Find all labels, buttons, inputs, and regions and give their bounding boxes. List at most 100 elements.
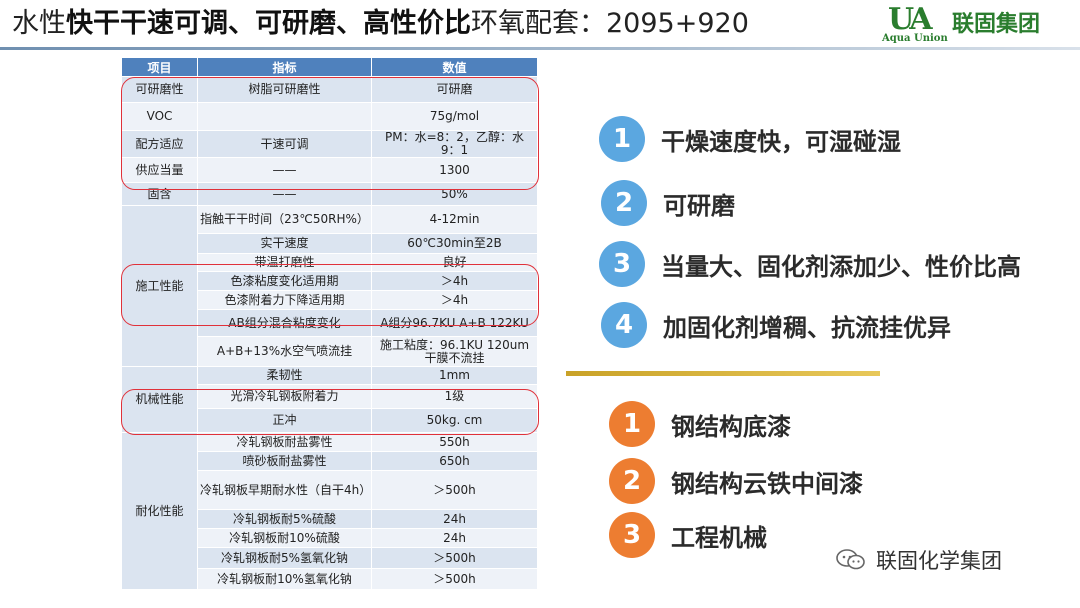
value-cell: A组分96.7KU A+B 122KU (371, 309, 538, 337)
header-value: 数值 (371, 57, 538, 77)
feature-item: 2 可研磨 (601, 180, 735, 226)
item-cell: AB组分混合粘度变化 (197, 309, 372, 337)
value-cell: 24h (371, 528, 538, 548)
header-rule (0, 47, 1080, 50)
item-cell: 带温打磨性 (197, 253, 372, 272)
table-row: 冷轧钢板耐5%硫酸 24h (122, 509, 538, 529)
value-cell: ＞500h (371, 547, 538, 569)
group-cell: 供应当量 (121, 157, 198, 183)
number-badge: 2 (601, 180, 647, 226)
logo-english: Aqua Union (882, 33, 948, 44)
table-row: 正冲 50kg. cm (122, 408, 538, 433)
feature-item: 4 加固化剂增稠、抗流挂优异 (601, 302, 951, 348)
application-item: 2 钢结构云铁中间漆 (609, 458, 863, 504)
value-cell: 4-12min (371, 205, 538, 234)
feature-item: 1 干燥速度快，可湿碰湿 (599, 116, 901, 162)
feature-item: 3 当量大、固化剂添加少、性价比高 (599, 241, 1021, 287)
watermark-text: 联固化学集团 (876, 549, 1002, 573)
number-badge: 1 (609, 401, 655, 447)
number-badge: 3 (599, 241, 645, 287)
feature-text: 干燥速度快，可湿碰湿 (661, 127, 901, 156)
value-cell: ＞500h (371, 470, 538, 510)
item-cell: 冷轧钢板早期耐水性（自干4h） (197, 470, 372, 510)
table-row: 机械性能 柔韧性 1mm (121, 366, 538, 433)
group-cell: 施工性能 (121, 205, 198, 367)
application-item: 3 工程机械 (609, 512, 767, 558)
item-cell: —— (197, 157, 372, 183)
table-row: 冷轧钢板耐5%氢氧化钠 ＞500h (122, 547, 538, 569)
value-cell: 75g/mol (371, 102, 538, 131)
company-logo: UA Aqua Union 联固集团 (878, 2, 1073, 46)
value-cell: 1mm (371, 366, 538, 385)
item-cell: 冷轧钢板耐5%硫酸 (197, 509, 372, 529)
group-cell: 配方适应 (121, 130, 198, 158)
header-indicator: 指标 (197, 57, 372, 77)
value-cell: 50kg. cm (371, 408, 538, 433)
group-cell: VOC (121, 102, 198, 131)
item-cell: 指触干干时间（23℃50RH%） (197, 205, 372, 234)
application-text: 钢结构底漆 (671, 412, 791, 441)
title-bold: 快干干速可调、可研磨、高性价比 (66, 8, 471, 39)
application-text: 钢结构云铁中间漆 (671, 469, 863, 498)
feature-text: 加固化剂增稠、抗流挂优异 (663, 313, 951, 342)
item-cell: 光滑冷轧钢板附着力 (197, 384, 372, 409)
item-cell: 冷轧钢板耐5%氢氧化钠 (197, 547, 372, 569)
highlight-oval (121, 77, 539, 190)
page-title: 水性快干干速可调、可研磨、高性价比环氧配套：2095+920 (12, 4, 749, 44)
value-cell: 24h (371, 509, 538, 529)
table-row: 耐化性能 冷轧钢板耐盐雾性 550h (121, 432, 538, 590)
value-cell: 550h (371, 432, 538, 452)
highlight-oval (121, 389, 539, 435)
item-cell: A+B+13%水空气喷流挂 (197, 336, 372, 367)
value-cell: 60℃30min至2B (371, 233, 538, 254)
table-row: 光滑冷轧钢板附着力 1级 (122, 384, 538, 409)
number-badge: 3 (609, 512, 655, 558)
value-cell: ＞4h (371, 271, 538, 291)
item-cell: 实干速度 (197, 233, 372, 254)
section-divider (566, 371, 880, 376)
table-row: 施工性能 指触干干时间（23℃50RH%） 4-12min (121, 205, 538, 367)
table-row: 色漆附着力下降适用期 ＞4h (122, 290, 538, 310)
group-cell: 耐化性能 (121, 432, 198, 590)
item-cell: 正冲 (197, 408, 372, 433)
header-project: 项目 (121, 57, 198, 77)
table-header-row: 项目 指标 数值 (121, 57, 538, 77)
table-row: 冷轧钢板耐10%氢氧化钠 ＞500h (122, 568, 538, 590)
item-cell: 冷轧钢板耐10%硫酸 (197, 528, 372, 548)
number-badge: 4 (601, 302, 647, 348)
spec-table: 项目 指标 数值 可研磨性 树脂可研磨性 可研磨 VOC 75g/mol 配方适应 干速… (121, 57, 538, 590)
item-cell: 色漆附着力下降适用期 (197, 290, 372, 310)
item-cell: 喷砂板耐盐雾性 (197, 451, 372, 471)
highlight-oval (121, 264, 539, 326)
value-cell: 良好 (371, 253, 538, 272)
watermark: 联固化学集团 (836, 545, 1002, 575)
title-post: 环氧配套：2095+920 (471, 8, 749, 39)
title-pre: 水性 (12, 8, 66, 39)
table-row: 固含 —— 50% (121, 182, 538, 206)
item-cell: —— (197, 182, 372, 206)
value-cell: PM：水=8：2，乙醇：水 9：1 (371, 130, 538, 158)
item-cell (197, 102, 372, 131)
value-cell: 1300 (371, 157, 538, 183)
value-cell: 650h (371, 451, 538, 471)
feature-text: 可研磨 (663, 191, 735, 220)
value-cell: 1级 (371, 384, 538, 409)
logo-chinese: 联固集团 (952, 12, 1041, 37)
wechat-icon (836, 549, 865, 570)
value-cell: ＞4h (371, 290, 538, 310)
number-badge: 1 (599, 116, 645, 162)
value-cell: 50% (371, 182, 538, 206)
item-cell: 冷轧钢板耐10%氢氧化钠 (197, 568, 372, 590)
item-cell: 树脂可研磨性 (197, 76, 372, 103)
table-row: 喷砂板耐盐雾性 650h (122, 451, 538, 471)
table-row: AB组分混合粘度变化 A组分96.7KU A+B 122KU (122, 309, 538, 337)
table-row: 实干速度 60℃30min至2B (122, 233, 538, 254)
number-badge: 2 (609, 458, 655, 504)
application-item: 1 钢结构底漆 (609, 401, 791, 447)
value-cell: 施工粘度：96.1KU 120um干膜不流挂 (371, 336, 538, 367)
table-row: 冷轧钢板耐10%硫酸 24h (122, 528, 538, 548)
application-text: 工程机械 (671, 523, 767, 552)
table-row: 带温打磨性 良好 (122, 253, 538, 272)
feature-text: 当量大、固化剂添加少、性价比高 (661, 252, 1021, 281)
value-cell: ＞500h (371, 568, 538, 590)
